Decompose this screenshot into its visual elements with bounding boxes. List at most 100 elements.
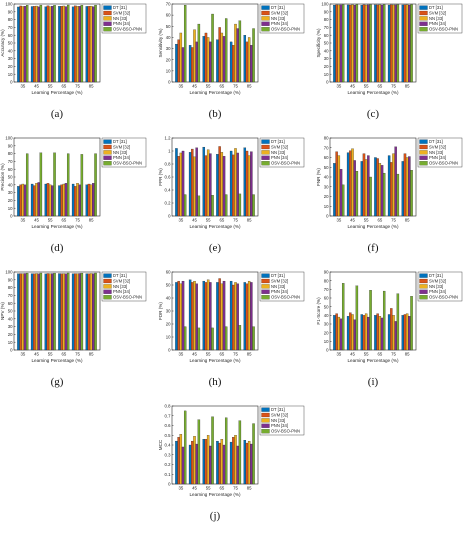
y-tick-label: 0 bbox=[168, 80, 171, 85]
bar bbox=[48, 273, 52, 351]
y-tick-label: 40 bbox=[324, 313, 329, 318]
y-tick-label: 60 bbox=[324, 33, 329, 38]
bar bbox=[44, 6, 48, 83]
bar bbox=[247, 155, 251, 217]
legend-swatch bbox=[419, 155, 428, 160]
bar bbox=[394, 321, 397, 351]
bar bbox=[62, 273, 66, 351]
legend-label: DT [31] bbox=[271, 5, 285, 10]
bar bbox=[374, 315, 377, 351]
bar bbox=[183, 194, 187, 217]
legend-label: NN [33] bbox=[271, 418, 285, 423]
bar bbox=[250, 151, 253, 217]
y-tick-label: 80 bbox=[324, 278, 329, 283]
legend-swatch bbox=[261, 144, 270, 150]
bar bbox=[25, 5, 29, 83]
bar bbox=[224, 417, 228, 485]
legend-label: DT [31] bbox=[113, 273, 127, 278]
bar bbox=[247, 440, 251, 485]
bar bbox=[66, 153, 70, 217]
bar bbox=[44, 183, 48, 217]
bar bbox=[349, 312, 352, 351]
y-tick-label: 90 bbox=[324, 270, 329, 275]
bar bbox=[53, 5, 56, 83]
legend-swatch bbox=[103, 150, 112, 155]
chart-panel: 0 10 20 30 40 50 60 70 80 90 100 Specificity (%) 35 4… bbox=[316, 0, 474, 134]
bar bbox=[378, 4, 382, 83]
bar bbox=[66, 272, 70, 351]
bar bbox=[403, 4, 407, 83]
bar bbox=[60, 6, 63, 83]
legend-label: SVM [32] bbox=[271, 10, 288, 15]
y-tick-label: 20 bbox=[324, 64, 329, 69]
bar bbox=[224, 326, 228, 351]
y-tick-label: 80 bbox=[8, 17, 13, 22]
y-tick-label: 10 bbox=[8, 206, 13, 211]
bar bbox=[362, 4, 366, 83]
bar bbox=[367, 4, 370, 83]
bar bbox=[403, 314, 407, 351]
legend-label: DT [31] bbox=[429, 5, 443, 10]
bar bbox=[87, 183, 91, 217]
bar bbox=[341, 184, 345, 217]
bar bbox=[195, 443, 198, 485]
y-tick-label: 100 bbox=[5, 2, 13, 7]
bar bbox=[204, 155, 208, 217]
y-tick-label: 20 bbox=[8, 64, 13, 69]
bar bbox=[364, 313, 368, 351]
legend-label: PNN [34] bbox=[271, 289, 288, 294]
bar bbox=[39, 152, 43, 217]
bar bbox=[218, 278, 221, 351]
legend-swatch bbox=[103, 21, 112, 26]
y-tick-label: 100 bbox=[5, 136, 13, 141]
bar bbox=[234, 23, 237, 83]
bar bbox=[35, 183, 38, 217]
y-tick-label: 50 bbox=[166, 24, 171, 29]
bar bbox=[376, 313, 379, 351]
panel-caption: (a) bbox=[50, 108, 64, 120]
y-tick-label: 90 bbox=[8, 277, 13, 282]
panel-caption: (e) bbox=[208, 242, 222, 254]
bar bbox=[349, 150, 352, 217]
bar bbox=[250, 282, 253, 351]
bar bbox=[74, 273, 77, 351]
panel-caption: (i) bbox=[367, 376, 379, 388]
bar bbox=[229, 41, 233, 83]
bar bbox=[44, 273, 48, 351]
panel-caption: (b) bbox=[208, 108, 222, 120]
x-tick-label: 55 bbox=[206, 218, 211, 223]
bar bbox=[392, 153, 395, 217]
x-tick-label: 85 bbox=[247, 218, 252, 223]
bar bbox=[181, 280, 185, 351]
bar bbox=[53, 152, 56, 217]
x-tick-label: 75 bbox=[391, 218, 396, 223]
bar bbox=[204, 439, 208, 485]
bar bbox=[64, 183, 68, 217]
bar bbox=[378, 316, 382, 351]
bar bbox=[335, 151, 338, 217]
legend-label: DT [31] bbox=[429, 139, 443, 144]
legend-label: NN [33] bbox=[429, 150, 443, 155]
y-axis-label: FPR (%) bbox=[158, 168, 163, 186]
bar bbox=[351, 314, 354, 351]
bar bbox=[23, 273, 27, 351]
bar bbox=[78, 184, 81, 217]
bar bbox=[220, 283, 224, 351]
legend-label: OSV-BSO-PNN bbox=[429, 295, 458, 300]
legend-label: NN [33] bbox=[429, 284, 443, 289]
bar bbox=[403, 153, 407, 217]
bar bbox=[351, 148, 354, 217]
chart-panel: 0 10 20 30 40 50 60 70 80 90 100 Precision (%) 35 45 5… bbox=[0, 134, 158, 268]
y-tick-label: 100 bbox=[321, 2, 329, 7]
x-tick-label: 55 bbox=[206, 84, 211, 89]
bar bbox=[85, 6, 89, 83]
legend-swatch bbox=[103, 10, 112, 16]
y-axis-label: MCC bbox=[158, 439, 163, 450]
bar bbox=[23, 6, 27, 83]
bar bbox=[60, 273, 63, 351]
legend-swatch bbox=[419, 273, 428, 278]
bar bbox=[353, 319, 356, 351]
legend-label: DT [31] bbox=[113, 5, 127, 10]
bar bbox=[175, 282, 178, 351]
x-axis-label: Learning Percentage (%) bbox=[31, 358, 83, 363]
